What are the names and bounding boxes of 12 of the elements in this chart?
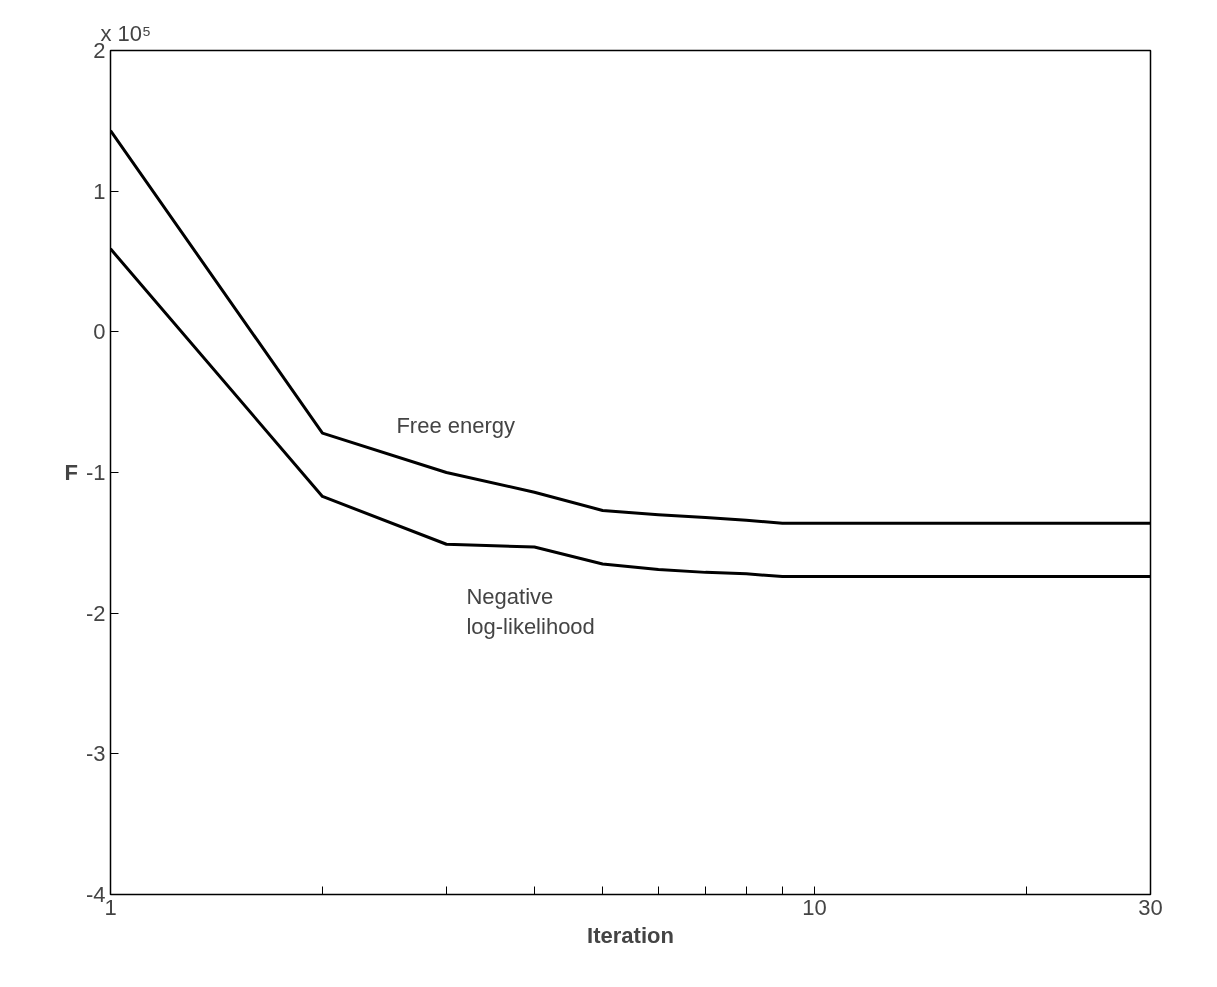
y-axis-title: F — [64, 460, 78, 485]
y-tick-label: -2 — [85, 600, 106, 626]
y-tick-label: -1 — [85, 460, 106, 485]
x-tick-label: 30 — [1138, 894, 1163, 920]
y-tick-label: 0 — [93, 319, 106, 345]
y-tick-label: -4 — [85, 882, 106, 907]
series-label: Negative log-likelihood — [466, 584, 595, 640]
series-label: Free energy — [396, 412, 516, 438]
x-tick-label: 10 — [802, 894, 827, 920]
y-tick-label: 1 — [93, 178, 106, 204]
y-tick-label: -3 — [85, 741, 106, 767]
x-axis-title: Iteration — [587, 922, 674, 948]
